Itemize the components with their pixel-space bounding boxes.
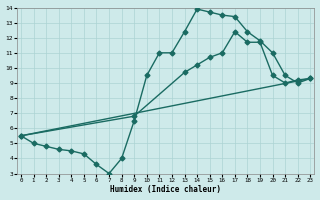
X-axis label: Humidex (Indice chaleur): Humidex (Indice chaleur) — [110, 185, 221, 194]
